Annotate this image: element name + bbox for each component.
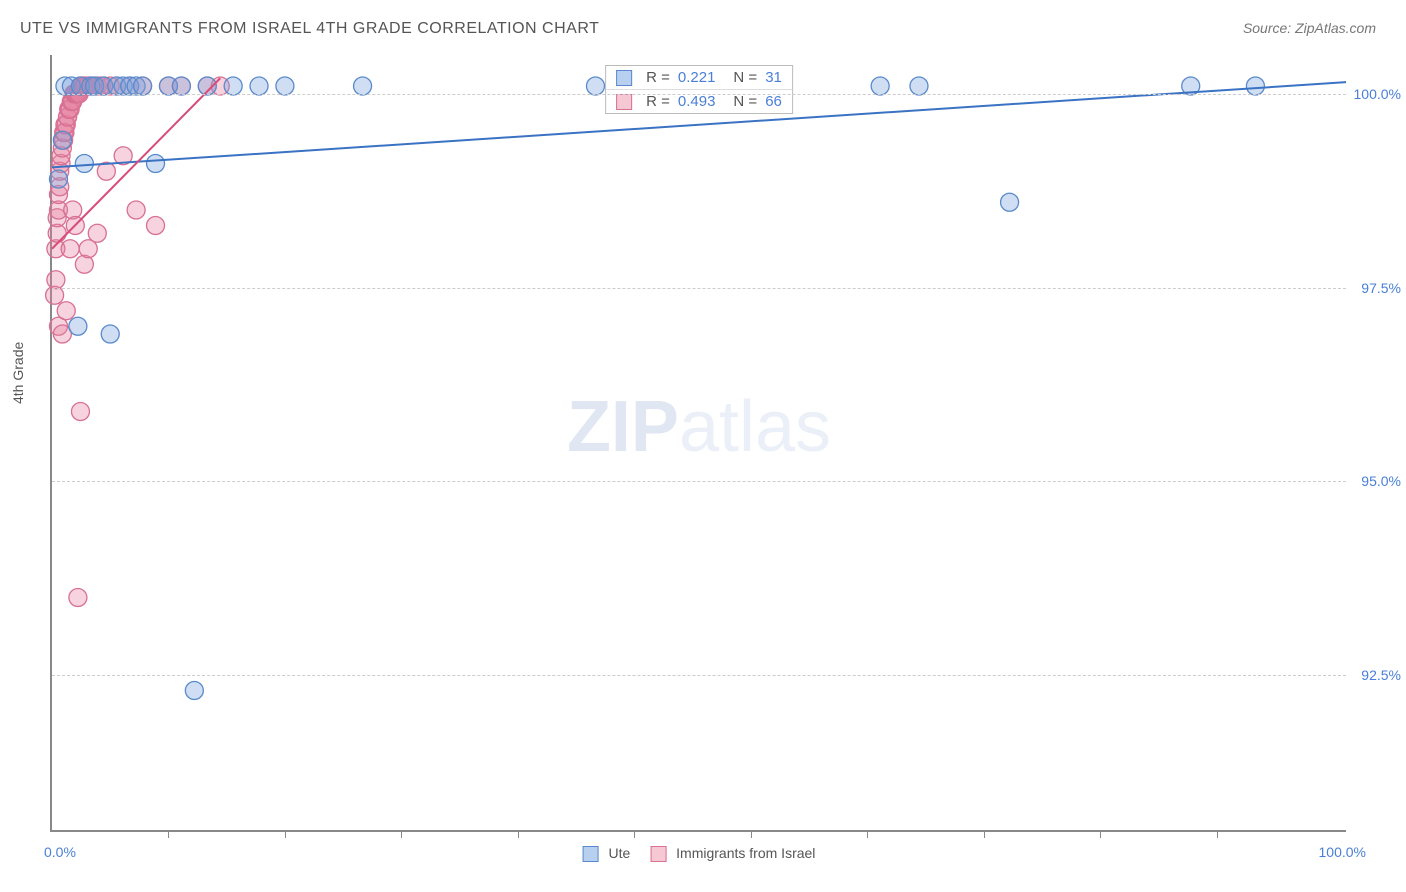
point-israel bbox=[88, 224, 106, 242]
stats-r-label: R = bbox=[646, 93, 670, 110]
legend-label-ute: Ute bbox=[608, 845, 630, 861]
stats-swatch bbox=[616, 94, 632, 110]
point-ute bbox=[147, 155, 165, 173]
point-ute bbox=[224, 77, 242, 95]
point-israel bbox=[47, 271, 65, 289]
x-tick-mark bbox=[401, 830, 402, 838]
point-ute bbox=[354, 77, 372, 95]
stats-legend-box: R = 0.221 N = 31 R = 0.493 N = 66 bbox=[605, 65, 793, 114]
stats-row: R = 0.493 N = 66 bbox=[606, 89, 792, 113]
chart-title: UTE VS IMMIGRANTS FROM ISRAEL 4TH GRADE … bbox=[20, 20, 599, 38]
legend-label-israel: Immigrants from Israel bbox=[676, 845, 815, 861]
x-tick-min: 0.0% bbox=[44, 844, 76, 860]
x-tick-mark bbox=[1100, 830, 1101, 838]
x-tick-mark bbox=[984, 830, 985, 838]
point-ute bbox=[101, 325, 119, 343]
y-tick-label: 97.5% bbox=[1351, 280, 1401, 296]
scatter-svg bbox=[52, 55, 1346, 830]
point-ute bbox=[250, 77, 268, 95]
y-tick-label: 92.5% bbox=[1351, 667, 1401, 683]
y-tick-label: 95.0% bbox=[1351, 473, 1401, 489]
legend-swatch-israel bbox=[650, 846, 666, 862]
stats-r-value: 0.493 bbox=[678, 93, 716, 110]
x-tick-mark bbox=[751, 830, 752, 838]
x-tick-mark bbox=[634, 830, 635, 838]
point-ute bbox=[134, 77, 152, 95]
x-tick-max: 100.0% bbox=[1319, 844, 1366, 860]
point-ute bbox=[1246, 77, 1264, 95]
point-israel bbox=[147, 217, 165, 235]
point-ute bbox=[910, 77, 928, 95]
stats-n-value: 31 bbox=[765, 69, 782, 86]
point-ute bbox=[49, 170, 67, 188]
point-israel bbox=[127, 201, 145, 219]
stats-r-value: 0.221 bbox=[678, 69, 716, 86]
point-ute bbox=[276, 77, 294, 95]
point-israel bbox=[69, 589, 87, 607]
y-tick-label: 100.0% bbox=[1351, 86, 1401, 102]
point-ute bbox=[172, 77, 190, 95]
gridline bbox=[52, 481, 1346, 482]
y-axis-label: 4th Grade bbox=[10, 342, 26, 404]
chart-plot-area: ZIPatlas R =0.221N =31R =0.493N =66 Ute … bbox=[50, 55, 1346, 832]
x-tick-mark bbox=[867, 830, 868, 838]
x-tick-mark bbox=[285, 830, 286, 838]
point-ute bbox=[53, 131, 71, 149]
source-attribution: Source: ZipAtlas.com bbox=[1243, 20, 1376, 36]
gridline bbox=[52, 94, 1346, 95]
stats-r-label: R = bbox=[646, 69, 670, 86]
stats-n-value: 66 bbox=[765, 93, 782, 110]
x-tick-mark bbox=[168, 830, 169, 838]
gridline bbox=[52, 288, 1346, 289]
point-israel bbox=[61, 240, 79, 258]
legend-item-ute: Ute bbox=[583, 845, 631, 862]
point-ute bbox=[69, 317, 87, 335]
point-ute bbox=[1001, 193, 1019, 211]
stats-row: R = 0.221 N = 31 bbox=[606, 66, 792, 89]
point-ute bbox=[871, 77, 889, 95]
x-tick-mark bbox=[1217, 830, 1218, 838]
point-israel bbox=[57, 302, 75, 320]
x-tick-mark bbox=[518, 830, 519, 838]
point-ute bbox=[185, 682, 203, 700]
stats-swatch bbox=[616, 70, 632, 86]
point-ute bbox=[75, 155, 93, 173]
point-israel bbox=[71, 403, 89, 421]
stats-n-label: N = bbox=[733, 93, 757, 110]
stats-n-label: N = bbox=[733, 69, 757, 86]
point-ute bbox=[586, 77, 604, 95]
gridline bbox=[52, 675, 1346, 676]
legend-swatch-ute bbox=[583, 846, 599, 862]
legend-item-israel: Immigrants from Israel bbox=[650, 845, 815, 862]
series-legend: Ute Immigrants from Israel bbox=[583, 845, 816, 862]
